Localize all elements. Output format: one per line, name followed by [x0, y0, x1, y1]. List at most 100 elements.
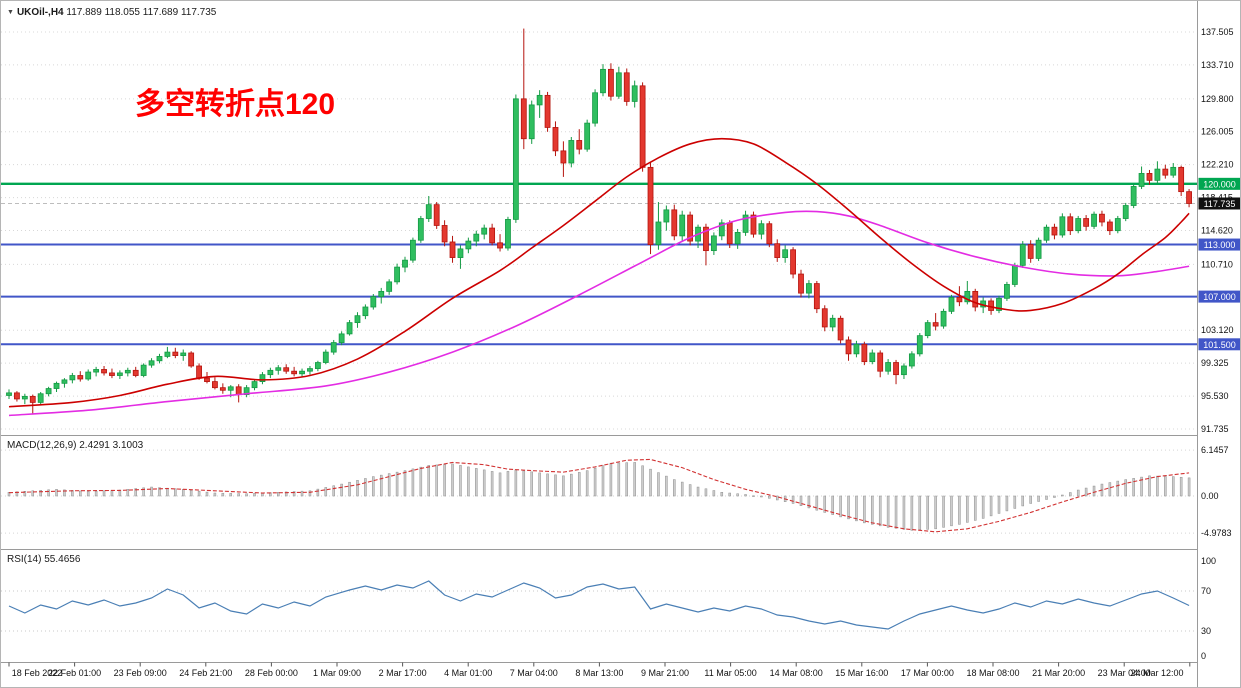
svg-text:120.000: 120.000	[1203, 179, 1236, 189]
chart-dropdown-icon[interactable]: ▼	[7, 9, 14, 16]
candle	[473, 230, 480, 247]
candle	[639, 82, 646, 172]
candle	[647, 162, 654, 255]
macd-scale-label: 6.1457	[1201, 445, 1229, 455]
candle	[433, 202, 440, 229]
candle	[608, 63, 614, 101]
candle	[1130, 183, 1137, 209]
time-label: 24 Mar 12:00	[1130, 668, 1183, 678]
price-label: 122.210	[1201, 160, 1234, 170]
candle	[710, 232, 717, 255]
candle	[584, 119, 591, 152]
candle	[330, 339, 337, 355]
candle	[948, 294, 955, 314]
candle	[1178, 165, 1185, 196]
price-label: 133.710	[1201, 60, 1234, 70]
price-scale[interactable]: 137.505133.710129.800126.005122.210118.4…	[1197, 1, 1241, 688]
price-badge-107.000: 107.000	[1198, 290, 1240, 303]
candle	[85, 369, 92, 381]
candle	[853, 340, 860, 358]
time-label: 9 Mar 21:00	[641, 668, 689, 678]
candle	[417, 215, 424, 243]
ma-fast-line	[8, 137, 1190, 408]
candle	[655, 202, 662, 250]
candle	[544, 91, 551, 132]
candle	[314, 360, 321, 372]
support-resistance-lines[interactable]	[1, 182, 1197, 346]
macd-scale-label: -4.9783	[1201, 528, 1232, 538]
time-label: 17 Mar 00:00	[901, 668, 954, 678]
time-label: 23 Feb 09:00	[114, 668, 167, 678]
candle	[37, 392, 44, 406]
price-label: 91.735	[1201, 424, 1229, 434]
candle	[14, 391, 20, 402]
svg-text:117.735: 117.735	[1204, 199, 1236, 209]
candle	[1138, 166, 1145, 190]
price-label: 137.505	[1201, 27, 1234, 37]
candle	[1154, 161, 1161, 183]
candle	[774, 239, 781, 262]
candle	[93, 366, 100, 377]
candle	[465, 237, 472, 254]
candle	[402, 256, 408, 273]
candle	[742, 210, 749, 236]
price-label: 99.325	[1201, 358, 1229, 368]
svg-text:113.000: 113.000	[1204, 240, 1236, 250]
candle	[109, 368, 115, 379]
candle	[766, 221, 773, 248]
candle	[861, 341, 868, 366]
candle	[1043, 224, 1050, 243]
candle	[69, 372, 76, 384]
candle	[338, 331, 345, 346]
candle	[806, 280, 812, 299]
price-badge-120.000: 120.000	[1198, 177, 1240, 190]
candle	[940, 308, 947, 329]
time-label: 24 Feb 21:00	[179, 668, 232, 678]
candle	[441, 220, 448, 247]
candle	[592, 89, 598, 127]
candle	[1075, 215, 1082, 234]
time-label: 4 Mar 01:00	[444, 668, 492, 678]
candle	[156, 353, 163, 364]
candle	[386, 279, 393, 295]
candle	[726, 220, 733, 249]
candle	[267, 367, 274, 379]
candle	[964, 280, 971, 305]
candle	[148, 358, 155, 368]
chart-annotation-text[interactable]: 多空转折点120	[135, 88, 336, 121]
candle	[489, 223, 496, 246]
candle	[180, 349, 187, 361]
candle	[663, 205, 670, 231]
candle	[291, 366, 298, 377]
time-label: 2 Mar 17:00	[379, 668, 427, 678]
rsi-scale-label: 70	[1201, 586, 1211, 596]
candle	[901, 363, 907, 379]
candle	[576, 129, 583, 155]
candle	[1186, 189, 1192, 208]
candle	[235, 384, 242, 403]
candle	[568, 136, 575, 168]
candle	[299, 368, 305, 378]
candle	[378, 287, 385, 304]
candle	[219, 383, 226, 394]
candle	[798, 269, 804, 298]
candle	[1027, 240, 1034, 263]
candle	[449, 235, 456, 263]
candle	[101, 365, 107, 376]
candle	[394, 263, 400, 285]
ma-slow-line	[8, 210, 1190, 417]
price-label: 126.005	[1201, 127, 1234, 137]
candle	[61, 378, 68, 388]
candle	[1067, 213, 1074, 236]
candle	[972, 288, 979, 312]
candle	[1122, 202, 1129, 222]
candle	[520, 28, 527, 150]
candle	[528, 100, 535, 144]
candle	[916, 333, 923, 357]
rsi-level-lines	[1, 590, 1197, 632]
price-label: 110.710	[1201, 259, 1233, 269]
price-label: 114.620	[1201, 226, 1233, 236]
price-badge-101.500: 101.500	[1198, 338, 1240, 351]
